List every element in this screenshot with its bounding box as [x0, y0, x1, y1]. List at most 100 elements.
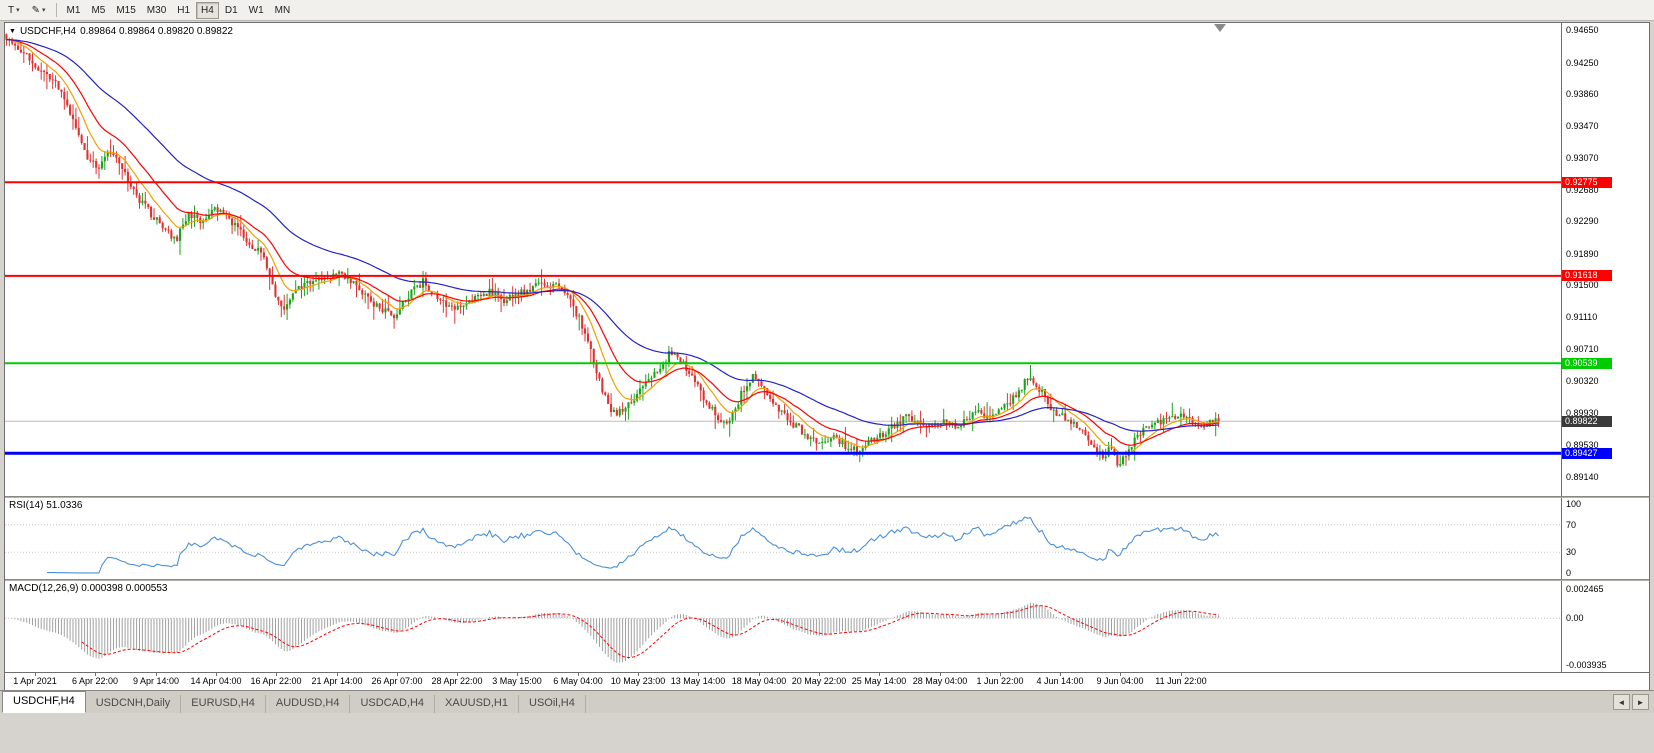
- tab-scroll-left-button[interactable]: ◄: [1613, 694, 1630, 710]
- dropdown-caret-icon: ▾: [16, 7, 20, 14]
- chart-tabs: USDCHF,H4 USDCNH,Daily EURUSD,H4 AUDUSD,H4 U…: [0, 691, 586, 713]
- price-level-tag: 0.90539: [1562, 358, 1612, 369]
- price-axis-label: 0.93070: [1566, 153, 1599, 163]
- macd-panel-plot[interactable]: MACD(12,26,9) 0.000398 0.000553: [5, 581, 1561, 672]
- time-axis-tick: [879, 673, 880, 676]
- time-axis-tick: [759, 673, 760, 676]
- price-axis-label: 0.93470: [1566, 121, 1599, 131]
- timeframe-m5-button[interactable]: M5: [86, 2, 110, 19]
- timeframe-h4-button[interactable]: H4: [196, 1, 219, 19]
- time-axis-label: 18 May 04:00: [731, 676, 787, 686]
- time-axis-tick: [1060, 673, 1061, 676]
- time-axis-tick: [35, 673, 36, 676]
- price-axis[interactable]: 0.94650 0.94250 0.93860 0.93470 0.93070 0.926…: [1561, 23, 1649, 496]
- toolbar: T ▾ ✎ ▾ M1 M5 M15 M30 H1 H4 D1 W1 MN: [0, 0, 1654, 21]
- time-axis-tick: [397, 673, 398, 676]
- time-axis-tick: [156, 673, 157, 676]
- time-axis-label: 6 Apr 22:00: [71, 676, 119, 686]
- toolbar-separator: [55, 3, 57, 17]
- time-axis[interactable]: 1 Apr 2021 6 Apr 22:00 9 Apr 14:00 14 Apr 0…: [5, 672, 1649, 690]
- tab-audusd-h4[interactable]: AUDUSD,H4: [266, 695, 351, 713]
- timeframe-mn-button[interactable]: MN: [270, 2, 296, 19]
- rsi-axis-label: 70: [1566, 520, 1577, 530]
- time-axis-label: 9 Apr 14:00: [132, 676, 180, 686]
- pencil-icon: ✎: [31, 4, 41, 16]
- tab-usoil-h4[interactable]: USOil,H4: [519, 695, 586, 713]
- time-axis-tick: [457, 673, 458, 676]
- time-axis-label: 25 May 14:00: [851, 676, 907, 686]
- chart-symbol-label: USDCHF,H4: [19, 26, 77, 37]
- time-axis-tick: [578, 673, 579, 676]
- time-axis-label: 16 Apr 22:00: [250, 676, 302, 686]
- rsi-indicator-label: RSI(14) 51.0336: [9, 500, 83, 511]
- rsi-line: [46, 516, 1220, 574]
- tab-usdcnh-daily[interactable]: USDCNH,Daily: [86, 695, 182, 713]
- time-axis-label: 1 Jun 22:00: [976, 676, 1024, 686]
- time-axis-tick: [638, 673, 639, 676]
- price-axis-label: 0.90710: [1566, 344, 1599, 354]
- time-axis-tick: [819, 673, 820, 676]
- timeframe-w1-button[interactable]: W1: [244, 2, 269, 19]
- chart-shift-marker-icon[interactable]: [1214, 24, 1226, 32]
- candlesticks: [5, 33, 1220, 468]
- timeframe-d1-button[interactable]: D1: [220, 2, 243, 19]
- tab-eurusd-h4[interactable]: EURUSD,H4: [181, 695, 266, 713]
- current-price-tag: 0.89822: [1562, 416, 1612, 427]
- time-axis-label: 3 May 15:00: [492, 676, 542, 686]
- macd-axis-label: 0.002465: [1566, 584, 1604, 594]
- time-axis-tick: [95, 673, 96, 676]
- macd-signal-line: [81, 605, 1219, 659]
- rsi-chart[interactable]: [5, 498, 1561, 579]
- rsi-panel-plot[interactable]: RSI(14) 51.0336: [5, 498, 1561, 579]
- panel-splitter[interactable]: [5, 579, 1649, 581]
- price-axis-label: 0.94650: [1566, 25, 1599, 35]
- macd-indicator-label: MACD(12,26,9) 0.000398 0.000553: [9, 583, 168, 594]
- time-axis-tick: [1181, 673, 1182, 676]
- time-axis-label: 28 May 04:00: [912, 676, 968, 686]
- dropdown-caret-icon: ▾: [42, 7, 46, 14]
- tab-usdchf-h4[interactable]: USDCHF,H4: [2, 691, 86, 713]
- time-axis-label: 6 May 04:00: [553, 676, 603, 686]
- price-axis-label: 0.89530: [1566, 440, 1599, 450]
- time-axis-label: 14 Apr 04:00: [190, 676, 242, 686]
- tab-scroll-right-button[interactable]: ►: [1632, 694, 1649, 710]
- rsi-axis-label: 100: [1566, 499, 1582, 509]
- timeframe-buttons: M1 M5 M15 M30 H1 H4 D1 W1 MN: [62, 1, 296, 19]
- tab-xauusd-h1[interactable]: XAUUSD,H1: [435, 695, 519, 713]
- time-axis-label: 11 Jun 22:00: [1155, 676, 1207, 686]
- main-chart-plot[interactable]: ▼ USDCHF,H4 0.89864 0.89864 0.89820 0.89…: [5, 23, 1561, 496]
- price-axis-label: 0.91890: [1566, 249, 1599, 259]
- timeframe-m15-button[interactable]: M15: [111, 2, 140, 19]
- macd-axis-label: -0.003935: [1566, 660, 1607, 670]
- collapse-triangle-icon: ▼: [9, 28, 16, 35]
- time-axis-tick: [698, 673, 699, 676]
- time-axis-tick: [1000, 673, 1001, 676]
- timeframe-m1-button[interactable]: M1: [62, 2, 86, 19]
- candlestick-chart[interactable]: [5, 23, 1561, 496]
- tab-usdcad-h4[interactable]: USDCAD,H4: [350, 695, 436, 713]
- timeframe-h1-button[interactable]: H1: [172, 2, 195, 19]
- time-axis-label: 1 Apr 2021: [13, 676, 57, 686]
- moving-average-line: [6, 39, 1219, 446]
- time-axis-tick: [337, 673, 338, 676]
- drawing-tool-button[interactable]: ✎ ▾: [27, 2, 51, 19]
- time-axis-label: 20 May 22:00: [791, 676, 847, 686]
- rsi-axis[interactable]: 100 70 30 0: [1561, 498, 1649, 579]
- moving-average-line: [6, 39, 1219, 455]
- panel-splitter[interactable]: [5, 496, 1649, 498]
- window-background: [0, 713, 1654, 753]
- price-axis-label: 0.93860: [1566, 89, 1599, 99]
- timeframe-m30-button[interactable]: M30: [142, 2, 171, 19]
- price-axis-label: 0.94250: [1566, 58, 1599, 68]
- price-axis-label: 0.89930: [1566, 408, 1599, 418]
- time-axis-label: 26 Apr 07:00: [371, 676, 423, 686]
- macd-chart[interactable]: [5, 581, 1561, 672]
- chart-ohlc-values: 0.89864 0.89864 0.89820 0.89822: [80, 26, 233, 37]
- time-axis-label: 10 May 23:00: [610, 676, 666, 686]
- macd-axis[interactable]: 0.002465 0.00 -0.003935: [1561, 581, 1649, 672]
- price-axis-label: 0.91110: [1566, 312, 1598, 322]
- time-axis-label: 9 Jun 04:00: [1096, 676, 1144, 686]
- chart-tools-button[interactable]: T ▾: [3, 2, 25, 19]
- price-axis-label: 0.91500: [1566, 280, 1599, 290]
